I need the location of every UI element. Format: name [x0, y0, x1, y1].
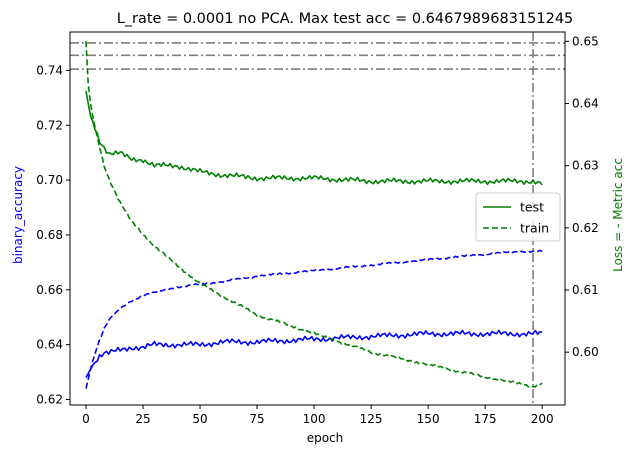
series-line-0 [85, 329, 543, 378]
chart-title: L_rate = 0.0001 no PCA. Max test acc = 0… [117, 11, 574, 27]
y-left-tick-label-3: 0.68 [36, 228, 63, 242]
y-right-tick-label-2: 0.62 [572, 221, 599, 235]
plot-frame [69, 31, 566, 406]
series-line-3 [85, 41, 543, 388]
y-left-tick-label-1: 0.64 [36, 338, 63, 352]
legend-box [475, 192, 561, 242]
legend-label-test: test [520, 200, 544, 215]
legend-label-train: train [520, 221, 549, 236]
y-right-tick-label-5: 0.65 [572, 34, 599, 48]
y-right-tick-label-4: 0.64 [572, 96, 599, 110]
y-left-tick-label-0: 0.62 [36, 393, 63, 407]
y-right-tick-label-3: 0.63 [572, 159, 599, 173]
legend: test train [475, 192, 561, 242]
y-left-tick-label-6: 0.74 [36, 63, 63, 77]
x-tick-label-7: 175 [474, 412, 497, 426]
axes: 0 25 50 75 100 125 150 175 200 0.62 0.64 0.66 0.68 0.… [36, 31, 599, 426]
x-tick-label-1: 25 [135, 412, 150, 426]
x-tick-label-8: 200 [531, 412, 554, 426]
x-axis-label: epoch [307, 431, 344, 445]
x-tick-label-0: 0 [82, 412, 90, 426]
plot-area [70, 32, 565, 405]
x-tick-label-5: 125 [360, 412, 383, 426]
x-tick-label-2: 50 [192, 412, 207, 426]
y-left-tick-label-4: 0.70 [36, 173, 63, 187]
y-right-tick-label-0: 0.60 [572, 345, 599, 359]
x-tick-label-4: 100 [303, 412, 326, 426]
x-tick-label-3: 75 [249, 412, 264, 426]
series-line-1 [85, 249, 543, 389]
y-axis-right-label: Loss = - Metric acc [611, 158, 625, 272]
y-left-tick-label-2: 0.66 [36, 283, 63, 297]
series-line-2 [85, 90, 543, 186]
y-axis-left-label: binary_accuracy [11, 166, 25, 264]
x-tick-label-6: 150 [417, 412, 440, 426]
y-right-tick-label-1: 0.61 [572, 283, 599, 297]
y-left-tick-label-5: 0.72 [36, 118, 63, 132]
